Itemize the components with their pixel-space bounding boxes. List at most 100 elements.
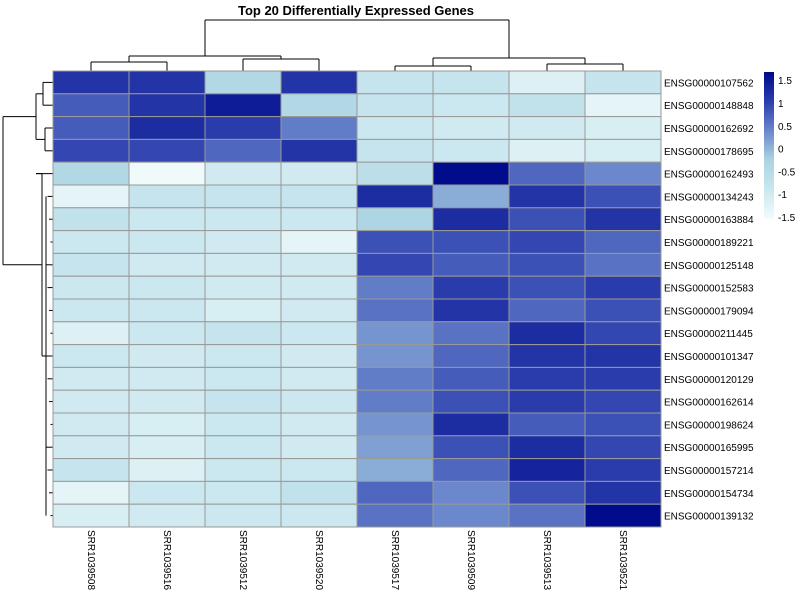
heatmap-cell (52, 70, 130, 95)
heatmap-cell (432, 138, 510, 163)
heatmap-cell (128, 389, 206, 414)
legend-tick-label: -1 (778, 190, 787, 201)
heatmap-cell (356, 321, 434, 346)
heatmap-cell (584, 389, 662, 414)
heatmap-cell (432, 116, 510, 140)
heatmap-cell (280, 138, 358, 163)
heatmap-cell (52, 184, 130, 209)
heatmap-cell (280, 184, 358, 209)
legend-swatch (764, 76, 774, 80)
heatmap-cell (584, 321, 662, 346)
heatmap-cell (356, 93, 434, 118)
heatmap-cell (432, 458, 510, 482)
heatmap-cell (52, 321, 130, 346)
sample-label: SRR1039521 (617, 530, 628, 590)
legend-swatch (764, 208, 774, 212)
heatmap-cell (280, 366, 358, 391)
heatmap-cell (356, 389, 434, 414)
legend-swatch (764, 86, 774, 90)
heatmap-cell (280, 389, 358, 414)
heatmap-cell (356, 435, 434, 460)
heatmap-cell (204, 93, 282, 118)
heatmap-cell (280, 435, 358, 460)
heatmap-cell (508, 344, 586, 368)
sample-label: SRR1039516 (161, 530, 172, 590)
heatmap-cell (584, 138, 662, 163)
legend-swatch (764, 164, 774, 168)
heatmap-cell (508, 298, 586, 323)
legend-swatch (764, 162, 774, 166)
heatmap-cell (204, 116, 282, 140)
gene-label: ENSG00000198624 (664, 420, 754, 431)
heatmap-cell (280, 321, 358, 346)
heatmap-cell (52, 412, 130, 437)
heatmap-cell (356, 344, 434, 368)
legend-swatch (764, 149, 774, 153)
chart-title: Top 20 Differentially Expressed Genes (238, 3, 474, 18)
heatmap-cell (432, 70, 510, 95)
gene-label: ENSG00000134243 (664, 192, 754, 203)
heatmap-cell (508, 275, 586, 300)
heatmap-cell (204, 298, 282, 323)
heatmap-cell (584, 70, 662, 95)
heatmap-cell (432, 207, 510, 232)
heatmap-cell (432, 230, 510, 254)
gene-label: ENSG00000120129 (664, 375, 754, 386)
heatmap-cell (584, 252, 662, 277)
legend-swatch (764, 125, 774, 129)
legend-swatch (764, 198, 774, 202)
heatmap-cell (584, 93, 662, 118)
heatmap-cell (356, 116, 434, 140)
sample-label: SRR1039508 (85, 530, 96, 590)
legend-swatch (764, 186, 774, 190)
heatmap-cell (204, 321, 282, 346)
gene-label: ENSG00000165995 (664, 443, 754, 454)
heatmap-cell (356, 275, 434, 300)
heatmap-cell (356, 458, 434, 482)
heatmap-cell (204, 184, 282, 209)
heatmap-cell (356, 70, 434, 95)
legend-swatch (764, 130, 774, 134)
heatmap-cell (584, 207, 662, 232)
heatmap-cell (52, 93, 130, 118)
heatmap-cell (280, 207, 358, 232)
heatmap-cell (128, 366, 206, 391)
heatmap-cell (128, 184, 206, 209)
legend-swatch (764, 72, 774, 76)
legend-swatch (764, 196, 774, 200)
legend-tick-label: -0.5 (778, 167, 796, 178)
heatmap-cell (128, 480, 206, 505)
gene-label: ENSG00000162614 (664, 398, 754, 409)
legend-swatch (764, 169, 774, 173)
legend-swatch (764, 140, 774, 144)
heatmap-cell (280, 480, 358, 505)
heatmap-cell (280, 230, 358, 254)
heatmap-cell (280, 503, 358, 528)
heatmap-cell (356, 252, 434, 277)
color-legend: 1.5 1 0.5 0 -0.5 -1 -1.5 (764, 72, 796, 224)
heatmap-cell (508, 458, 586, 482)
legend-swatch (764, 108, 774, 112)
heatmap-cell (204, 480, 282, 505)
heatmap-cell (508, 252, 586, 277)
legend-swatch (764, 137, 774, 141)
heatmap-cell (508, 230, 586, 254)
legend-swatch (764, 79, 774, 83)
heatmap-cell (52, 138, 130, 163)
heatmap-cell (204, 412, 282, 437)
sample-labels: SRR1039508 SRR1039516 SRR1039512 SRR1039520… (85, 530, 628, 590)
heatmap-cell (128, 344, 206, 368)
legend-swatch (764, 135, 774, 139)
gene-label: ENSG00000211445 (664, 329, 753, 340)
heatmap-cell (432, 366, 510, 391)
heatmap-cell (204, 435, 282, 460)
heatmap-cell (280, 93, 358, 118)
gene-label: ENSG00000189221 (664, 238, 754, 249)
heatmap-cell (432, 275, 510, 300)
heatmap-cell (356, 412, 434, 437)
heatmap-cell (52, 458, 130, 482)
legend-swatch (764, 74, 774, 78)
legend-swatch (764, 188, 774, 192)
legend-swatch (764, 81, 774, 85)
legend-swatch (764, 213, 774, 217)
